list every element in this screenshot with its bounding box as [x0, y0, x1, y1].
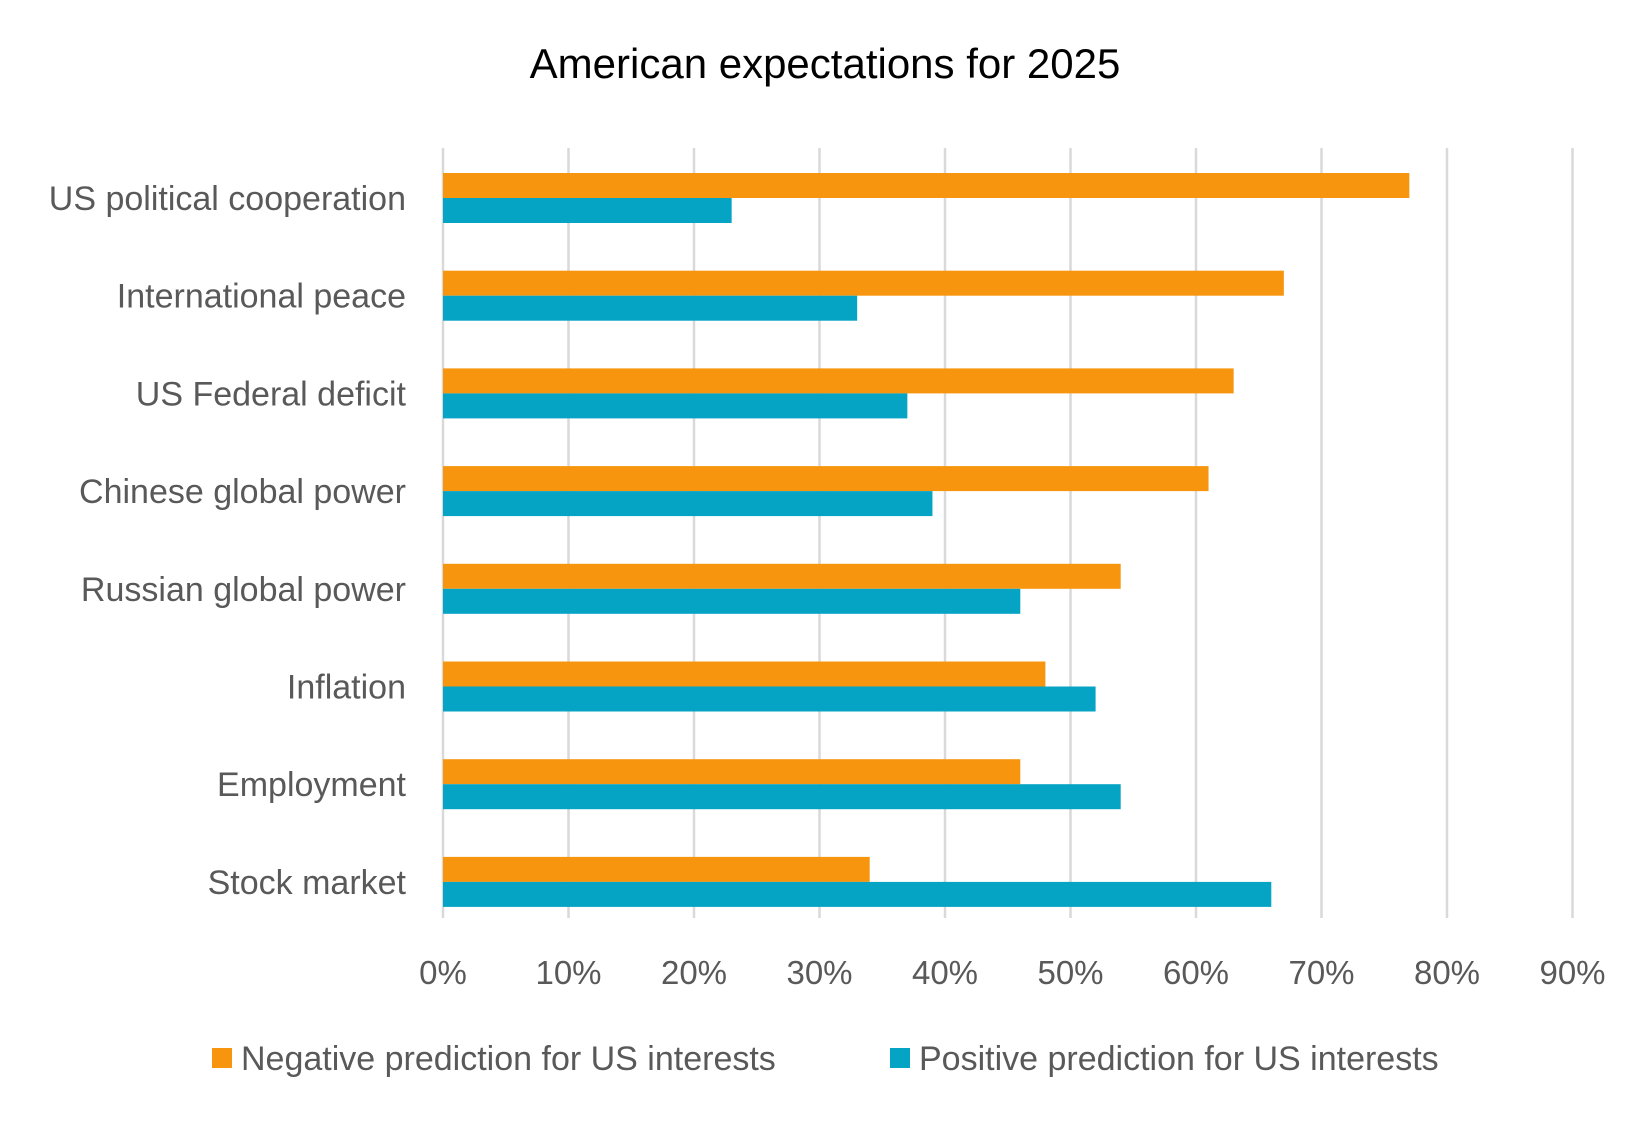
bar-negative: [443, 466, 1209, 492]
category-label: Russian global power: [81, 571, 406, 609]
x-tick-label: 70%: [1288, 954, 1354, 991]
chart-title: American expectations for 2025: [530, 40, 1121, 87]
bar-negative: [443, 563, 1121, 589]
x-tick-label: 40%: [912, 954, 978, 991]
legend-swatch: [890, 1048, 910, 1068]
category-label: Stock market: [208, 864, 407, 902]
category-label: US political cooperation: [49, 180, 406, 218]
category-label: Inflation: [287, 669, 406, 707]
bar-negative: [443, 856, 870, 882]
bar-positive: [443, 491, 933, 517]
x-tick-labels: 0% 10% 20% 30% 40% 50% 60% 70% 80% 90%: [419, 954, 1605, 991]
bar-negative: [443, 368, 1234, 394]
bar-positive: [443, 784, 1121, 810]
x-tick-label: 90%: [1539, 954, 1605, 991]
category-label: US Federal deficit: [136, 375, 407, 413]
bar-positive: [443, 686, 1096, 712]
bar-negative: [443, 759, 1021, 785]
legend-label: Negative prediction for US interests: [241, 1040, 776, 1078]
category-label: International peace: [117, 278, 406, 316]
x-tick-label: 0%: [419, 954, 467, 991]
bar-negative: [443, 270, 1284, 296]
bar-positive: [443, 588, 1021, 614]
x-tick-label: 50%: [1037, 954, 1103, 991]
category-label: Chinese global power: [79, 473, 406, 511]
bar-positive: [443, 295, 858, 321]
bar-positive: [443, 198, 732, 223]
bars: [443, 173, 1410, 907]
legend-swatch: [212, 1048, 232, 1068]
category-label: Employment: [217, 766, 407, 804]
bar-positive: [443, 393, 908, 419]
category-labels: US political cooperation International pe…: [49, 180, 407, 902]
bar-negative: [443, 173, 1410, 198]
x-tick-label: 30%: [786, 954, 852, 991]
bar-positive: [443, 881, 1272, 907]
x-tick-label: 80%: [1414, 954, 1480, 991]
bar-negative: [443, 661, 1046, 687]
x-tick-label: 10%: [535, 954, 601, 991]
x-tick-label: 20%: [661, 954, 727, 991]
x-tick-label: 60%: [1163, 954, 1229, 991]
legend-label: Positive prediction for US interests: [919, 1040, 1439, 1078]
legend: Negative prediction for US interests Posi…: [212, 1040, 1439, 1078]
